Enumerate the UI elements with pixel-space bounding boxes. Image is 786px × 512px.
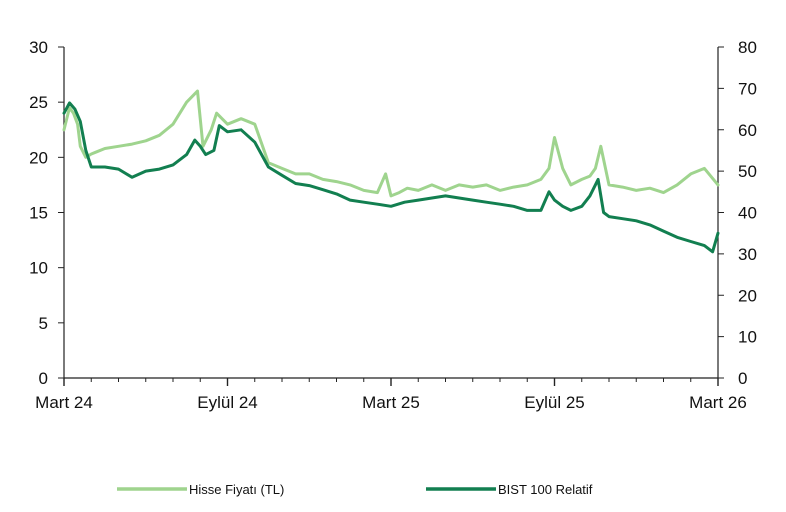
x-tick-label: Mart 26	[689, 393, 747, 412]
legend-label-bist-100-relatif: BIST 100 Relatif	[498, 482, 593, 497]
series-line-hisse-fiyati	[62, 89, 720, 198]
right-tick-label: 70	[738, 79, 757, 98]
x-tick-label: Eylül 24	[197, 393, 257, 412]
legend: Hisse Fiyatı (TL) BIST 100 Relatif	[117, 482, 593, 497]
right-tick-label: 30	[738, 245, 757, 264]
left-tick-label: 30	[29, 38, 48, 57]
right-tick-label: 50	[738, 162, 757, 181]
left-tick-label: 20	[29, 148, 48, 167]
right-tick-label: 20	[738, 286, 757, 305]
x-tick-label: Mart 25	[362, 393, 420, 412]
right-tick-label: 10	[738, 328, 757, 347]
right-tick-label: 80	[738, 38, 757, 57]
right-tick-label: 60	[738, 121, 757, 140]
series-lines	[62, 89, 720, 254]
left-tick-label: 5	[39, 314, 48, 333]
x-tick-label: Mart 24	[35, 393, 93, 412]
right-tick-label: 0	[738, 369, 747, 388]
legend-label-hisse-fiyati: Hisse Fiyatı (TL)	[189, 482, 284, 497]
tick-labels: 0 5 10 15 20 25 30 0 10 20 30 40 50 60 70 80 Mart 24 Eylü…	[29, 38, 757, 412]
x-tick-label: Eylül 25	[524, 393, 584, 412]
left-tick-label: 15	[29, 204, 48, 223]
left-tick-label: 25	[29, 93, 48, 112]
axes	[58, 46, 724, 386]
left-tick-label: 0	[39, 369, 48, 388]
left-tick-label: 10	[29, 259, 48, 278]
series-line-bist-100-relatif	[62, 101, 720, 254]
right-tick-label: 40	[738, 204, 757, 223]
